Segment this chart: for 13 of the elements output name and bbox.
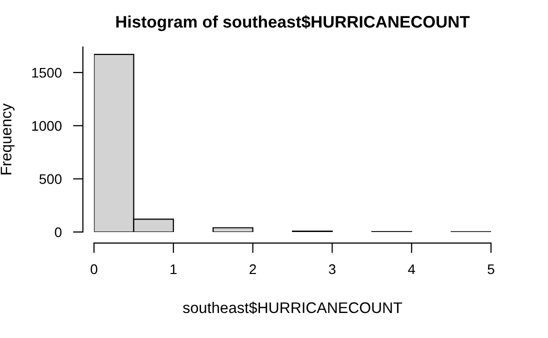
x-tick-label: 0 xyxy=(90,264,98,274)
x-tick-label: 3 xyxy=(328,264,336,274)
y-tick-label: 1500 xyxy=(32,68,62,78)
y-tick-label: 500 xyxy=(39,174,62,184)
y-tick-label: 0 xyxy=(54,227,62,238)
y-axis-title: Frequency xyxy=(0,103,14,174)
x-tick-label: 1 xyxy=(170,264,177,274)
y-tick-label: 1000 xyxy=(32,121,62,131)
x-tick-label: 5 xyxy=(488,264,494,274)
x-tick-label: 4 xyxy=(408,264,416,274)
x-tick-label: 2 xyxy=(250,264,256,274)
x-axis-title: southeast$HURRICANECOUNT xyxy=(182,302,402,314)
chart-title: Histogram of southeast$HURRICANECOUNT xyxy=(116,15,470,32)
